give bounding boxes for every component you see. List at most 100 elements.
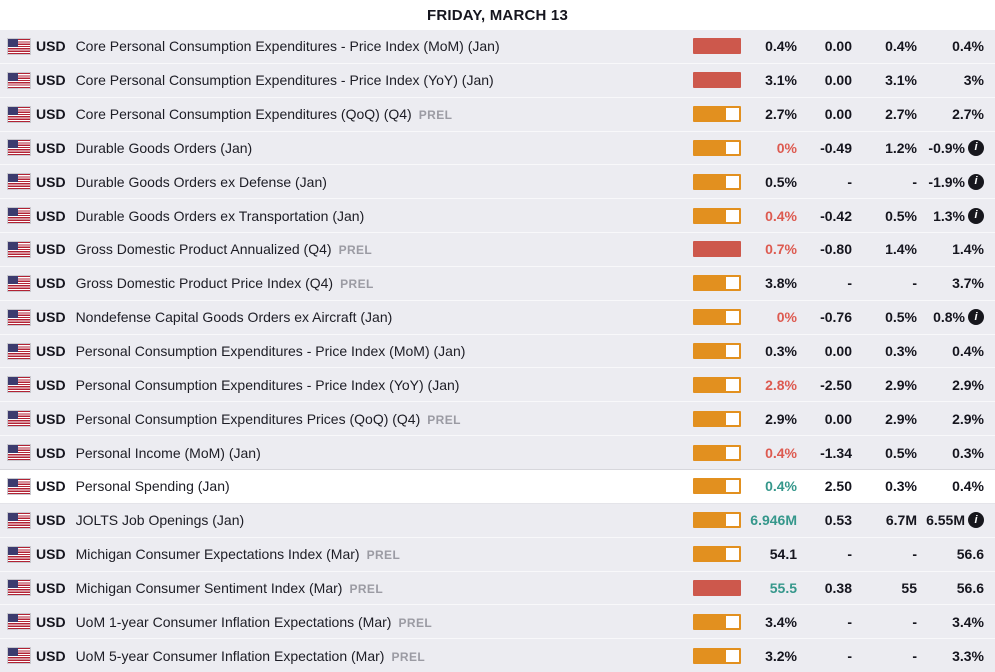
us-flag-icon — [8, 513, 30, 528]
volatility-indicator — [693, 546, 741, 562]
calendar-event-row[interactable]: USD Core Personal Consumption Expenditur… — [0, 97, 995, 131]
us-flag-icon — [8, 411, 30, 426]
deviation-value: 0.00 — [797, 38, 852, 54]
volatility-cell — [693, 580, 741, 596]
info-icon[interactable]: i — [968, 309, 984, 325]
prel-badge: PREL — [427, 413, 461, 427]
event-cell: Core Personal Consumption Expenditures (… — [76, 106, 693, 122]
actual-value: 3.8% — [741, 275, 797, 291]
event-name: UoM 1-year Consumer Inflation Expectatio… — [76, 614, 392, 630]
us-flag-icon — [8, 276, 30, 291]
calendar-event-row[interactable]: USD Personal Consumption Expenditures - … — [0, 334, 995, 368]
calendar-event-row[interactable]: USD Core Personal Consumption Expenditur… — [0, 30, 995, 63]
volatility-cell — [693, 648, 741, 664]
actual-value: 0.4% — [741, 38, 797, 54]
deviation-value: 0.00 — [797, 343, 852, 359]
volatility-indicator — [693, 614, 741, 630]
deviation-value: 0.00 — [797, 106, 852, 122]
calendar-event-row[interactable]: USD Personal Consumption Expenditures Pr… — [0, 401, 995, 435]
currency-label: USD — [36, 174, 66, 190]
us-flag-icon — [8, 310, 30, 325]
prel-badge: PREL — [349, 582, 383, 596]
deviation-value: -0.80 — [797, 241, 852, 257]
previous-value: 0.4% — [952, 38, 984, 54]
event-cell: Core Personal Consumption Expenditures -… — [76, 38, 693, 54]
info-icon[interactable]: i — [968, 174, 984, 190]
volatility-cell — [693, 512, 741, 528]
previous-cell: 0.3% — [917, 445, 984, 461]
info-icon[interactable]: i — [968, 140, 984, 156]
previous-cell: 0.4% — [917, 38, 984, 54]
prel-badge: PREL — [339, 243, 373, 257]
volatility-indicator — [693, 343, 741, 359]
currency-label: USD — [36, 309, 66, 325]
deviation-value: - — [797, 546, 852, 562]
event-name: Nondefense Capital Goods Orders ex Aircr… — [76, 309, 393, 325]
currency-label: USD — [36, 377, 66, 393]
deviation-value: - — [797, 174, 852, 190]
deviation-value: -0.76 — [797, 309, 852, 325]
consensus-value: 2.9% — [852, 377, 917, 393]
calendar-event-row[interactable]: USD Core Personal Consumption Expenditur… — [0, 63, 995, 97]
volatility-cell — [693, 478, 741, 494]
volatility-indicator — [693, 38, 741, 54]
consensus-value: - — [852, 614, 917, 630]
currency-label: USD — [36, 512, 66, 528]
calendar-event-row[interactable]: USD Personal Income (MoM) (Jan) 0.4% -1.… — [0, 435, 995, 469]
calendar-event-row[interactable]: USD Durable Goods Orders (Jan) 0% -0.49 … — [0, 131, 995, 165]
previous-cell: 3% — [917, 72, 984, 88]
calendar-event-row[interactable]: USD Personal Consumption Expenditures - … — [0, 367, 995, 401]
previous-cell: 2.7% — [917, 106, 984, 122]
volatility-indicator — [693, 208, 741, 224]
economic-calendar: FRIDAY, MARCH 13 USD Core Personal Consu… — [0, 0, 995, 672]
calendar-event-row[interactable]: USD UoM 5-year Consumer Inflation Expect… — [0, 638, 995, 672]
deviation-value: - — [797, 614, 852, 630]
previous-cell: 0.4% — [917, 478, 984, 494]
calendar-event-row[interactable]: USD Michigan Consumer Sentiment Index (M… — [0, 571, 995, 605]
calendar-event-row[interactable]: USD Gross Domestic Product Price Index (… — [0, 266, 995, 300]
currency-label: USD — [36, 241, 66, 257]
volatility-cell — [693, 377, 741, 393]
consensus-value: 2.9% — [852, 411, 917, 427]
us-flag-icon — [8, 648, 30, 663]
actual-value: 3.2% — [741, 648, 797, 664]
actual-value: 0.7% — [741, 241, 797, 257]
previous-value: 0.8% — [933, 309, 965, 325]
us-flag-icon — [8, 39, 30, 54]
volatility-indicator — [693, 241, 741, 257]
event-name: Personal Consumption Expenditures Prices… — [76, 411, 421, 427]
info-icon[interactable]: i — [968, 208, 984, 224]
volatility-indicator — [693, 309, 741, 325]
event-name: UoM 5-year Consumer Inflation Expectatio… — [76, 648, 385, 664]
actual-value: 0.3% — [741, 343, 797, 359]
event-name: Michigan Consumer Expectations Index (Ma… — [76, 546, 360, 562]
calendar-event-row[interactable]: USD Personal Spending (Jan) 0.4% 2.50 0.… — [0, 469, 995, 503]
previous-value: -0.9% — [928, 140, 965, 156]
event-cell: Personal Consumption Expenditures Prices… — [76, 411, 693, 427]
calendar-event-row[interactable]: USD Durable Goods Orders ex Transportati… — [0, 198, 995, 232]
calendar-event-row[interactable]: USD Gross Domestic Product Annualized (Q… — [0, 232, 995, 266]
us-flag-icon — [8, 174, 30, 189]
currency-label: USD — [36, 546, 66, 562]
currency-label: USD — [36, 580, 66, 596]
currency-label: USD — [36, 38, 66, 54]
event-cell: Gross Domestic Product Price Index (Q4) … — [76, 275, 693, 291]
volatility-indicator — [693, 648, 741, 664]
previous-value: 3.4% — [952, 614, 984, 630]
previous-value: 1.4% — [952, 241, 984, 257]
calendar-event-row[interactable]: USD Durable Goods Orders ex Defense (Jan… — [0, 164, 995, 198]
event-name: Personal Income (MoM) (Jan) — [76, 445, 261, 461]
previous-value: 0.4% — [952, 478, 984, 494]
calendar-event-row[interactable]: USD Michigan Consumer Expectations Index… — [0, 537, 995, 571]
currency-label: USD — [36, 343, 66, 359]
event-name: JOLTS Job Openings (Jan) — [76, 512, 245, 528]
info-icon[interactable]: i — [968, 512, 984, 528]
volatility-cell — [693, 411, 741, 427]
calendar-event-row[interactable]: USD Nondefense Capital Goods Orders ex A… — [0, 300, 995, 334]
previous-cell: 0.8% i — [917, 309, 984, 325]
consensus-value: 2.7% — [852, 106, 917, 122]
consensus-value: 0.5% — [852, 445, 917, 461]
volatility-cell — [693, 241, 741, 257]
calendar-event-row[interactable]: USD UoM 1-year Consumer Inflation Expect… — [0, 604, 995, 638]
calendar-event-row[interactable]: USD JOLTS Job Openings (Jan) 6.946M 0.53… — [0, 503, 995, 537]
